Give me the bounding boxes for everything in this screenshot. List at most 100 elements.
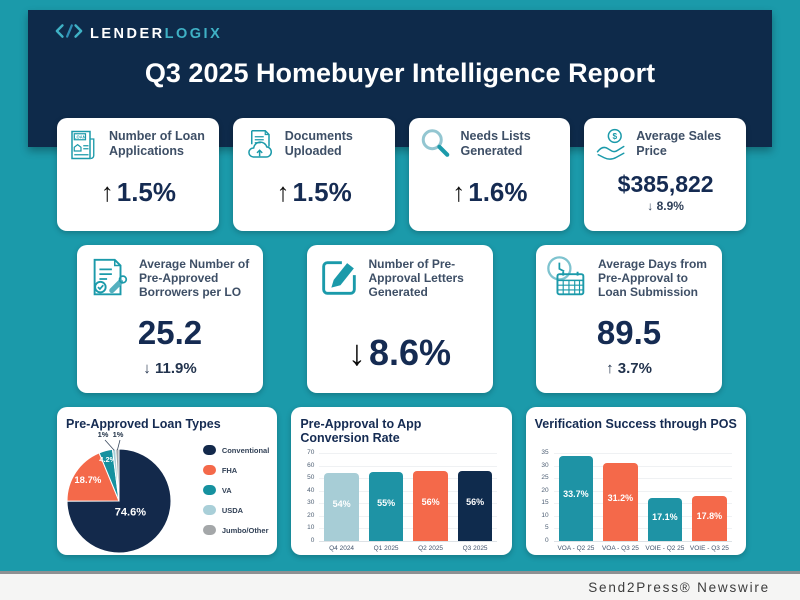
- code-brackets-icon: [55, 23, 83, 44]
- stat-row-2: Average Number of Pre-Approved Borrowers…: [77, 245, 722, 393]
- pencil-letter-icon: [316, 255, 362, 306]
- gridline: [553, 515, 732, 517]
- pie-leader-line: [104, 439, 115, 451]
- bar: [558, 456, 594, 541]
- stat-card-preapproval-letters: Number of Pre-Approval Letters Generated…: [306, 245, 493, 393]
- stat-label: Number of Pre-Approval Letters Generated: [368, 257, 464, 300]
- legend-item: VA: [202, 485, 270, 495]
- stat-value: ↑ 1.6%: [452, 177, 528, 207]
- pie-slice: [66, 448, 172, 554]
- y-axis-tick-label: 30: [541, 461, 549, 469]
- legend-label: FHA: [221, 465, 238, 475]
- legend-label: USDA: [221, 505, 244, 515]
- chart-row: Pre-Approved Loan Types 74.6% 18.7% 4.2% 1%…: [57, 407, 746, 555]
- conversion-bar-chart: 0 10 20 30 40 50 60 70 54% Q4 2024 55% Q1 2025 56% Q2…: [297, 407, 505, 555]
- y-axis-tick-label: 40: [307, 486, 315, 494]
- stat-substat: ↑ 3.7%: [606, 360, 652, 377]
- stat-value: $385,822: [617, 171, 714, 197]
- down-arrow-icon: ↓: [647, 199, 654, 213]
- bar: [647, 498, 683, 541]
- lenderlogix-logo: LenderLogix: [55, 23, 222, 44]
- stat-value: ↓ 8.6%: [347, 332, 452, 373]
- stat-label: Documents Uploaded: [284, 129, 353, 158]
- gridline: [319, 515, 498, 517]
- bar-value-label: 33.7%: [563, 489, 589, 500]
- gridline: [319, 453, 498, 454]
- bar-value-label: 56%: [466, 497, 485, 508]
- y-axis-tick-label: 35: [541, 449, 549, 456]
- gridline: [553, 541, 732, 542]
- y-axis-tick-label: 25: [541, 474, 549, 482]
- approved-document-icon: [86, 255, 132, 306]
- verification-bar-chart: 0 5 10 15 20 25 30 35 33.7% VOA - Q2 25 31.2% VOA -…: [532, 407, 740, 555]
- chart-title: Pre-Approved Loan Types: [66, 417, 221, 431]
- y-axis-tick-label: 10: [541, 511, 549, 519]
- down-arrow-icon: ↓: [347, 332, 366, 373]
- stat-value: 89.5: [596, 314, 662, 351]
- report-title: Q3 2025 Homebuyer Intelligence Report: [144, 58, 656, 88]
- bar: [324, 473, 359, 541]
- hand-dollar-icon: $: [593, 127, 629, 168]
- svg-text:LOAN: LOAN: [74, 134, 86, 139]
- newswire-credit: Send2Press® Newswire: [588, 579, 770, 595]
- y-axis-tick-label: 50: [307, 474, 315, 482]
- gridline: [319, 478, 498, 480]
- legend-label: Jumbo/Other: [221, 525, 269, 535]
- verification-chart-card: Verification Success through POS 0 5 10 15 2…: [525, 407, 746, 555]
- stat-value: ↑ 1.5%: [276, 177, 352, 207]
- x-axis-category-label: VOIE - Q3 25: [689, 545, 729, 552]
- y-axis-tick-label: 0: [545, 537, 549, 544]
- stat-card-days-to-submission: Average Days from Pre-Approval to Loan S…: [536, 245, 722, 393]
- pie-legend: Conventional FHA VA USDA Jumbo/Other: [202, 445, 270, 535]
- legend-item: FHA: [202, 465, 270, 475]
- pie-chart-card: Pre-Approved Loan Types 74.6% 18.7% 4.2% 1%…: [57, 407, 278, 555]
- chart-title: Pre-Approval to App Conversion Rate: [300, 417, 422, 446]
- document-upload-icon: [242, 127, 278, 168]
- y-axis-tick-label: 15: [541, 499, 549, 507]
- clock-calendar-icon: [545, 255, 591, 306]
- chart-title: Verification Success through POS: [534, 417, 737, 431]
- bar-value-label: 56%: [421, 497, 440, 508]
- gridline: [553, 478, 732, 480]
- x-axis-category-label: VOIE - Q2 25: [645, 545, 685, 552]
- up-arrow-icon: ↑: [276, 177, 290, 207]
- stat-card-average-sales-price: $ Average Sales Price $385,822 ↓ 8.9%: [584, 118, 746, 231]
- y-axis-tick-label: 20: [307, 511, 315, 519]
- legend-swatch: [202, 465, 216, 475]
- loan-document-icon: LOAN: [66, 127, 102, 168]
- stat-label: Needs Lists Generated: [460, 129, 531, 158]
- stat-value: ↑ 1.5%: [100, 177, 176, 207]
- pie-slice-label: 74.6%: [115, 506, 146, 518]
- stat-row-1: LOAN Number of Loan Applications ↑ 1.5%: [57, 118, 746, 231]
- bar: [457, 470, 493, 541]
- bar: [692, 496, 727, 541]
- stat-label: Average Number of Pre-Approved Borrowers…: [139, 257, 250, 300]
- up-arrow-icon: ↑: [452, 177, 466, 207]
- legend-item: Conventional: [202, 445, 269, 455]
- bar-value-label: 17.8%: [696, 511, 723, 522]
- svg-text:$: $: [613, 132, 618, 141]
- up-arrow-icon: ↑: [606, 360, 614, 377]
- stat-card-needs-lists: Needs Lists Generated ↑ 1.6%: [408, 118, 571, 231]
- stat-card-documents-uploaded: Documents Uploaded ↑ 1.5%: [232, 118, 395, 231]
- y-axis-tick-label: 30: [307, 499, 315, 507]
- gridline: [319, 503, 498, 505]
- y-axis-tick-label: 60: [307, 461, 315, 469]
- x-axis-category-label: Q3 2025: [462, 545, 488, 552]
- x-axis-category-label: VOA - Q2 25: [557, 545, 595, 552]
- stat-label: Average Days from Pre-Approval to Loan S…: [598, 257, 707, 300]
- magnifier-icon: [418, 127, 454, 168]
- stat-card-preapproved-borrowers: Average Number of Pre-Approved Borrowers…: [77, 245, 263, 393]
- footer-bar: Send2Press® Newswire: [0, 571, 800, 600]
- stat-substat: ↓ 8.9%: [647, 199, 684, 213]
- x-axis-category-label: Q4 2024: [329, 545, 355, 552]
- gridline: [319, 490, 498, 492]
- conversion-chart-card: Pre-Approval to App Conversion Rate 0 10 2…: [291, 407, 512, 555]
- gridline: [553, 490, 732, 492]
- bar: [413, 470, 448, 541]
- gridline: [319, 465, 498, 467]
- stat-substat: ↓ 11.9%: [143, 360, 197, 377]
- pie-slice-label: 18.7%: [74, 475, 101, 486]
- legend-swatch: [202, 485, 216, 495]
